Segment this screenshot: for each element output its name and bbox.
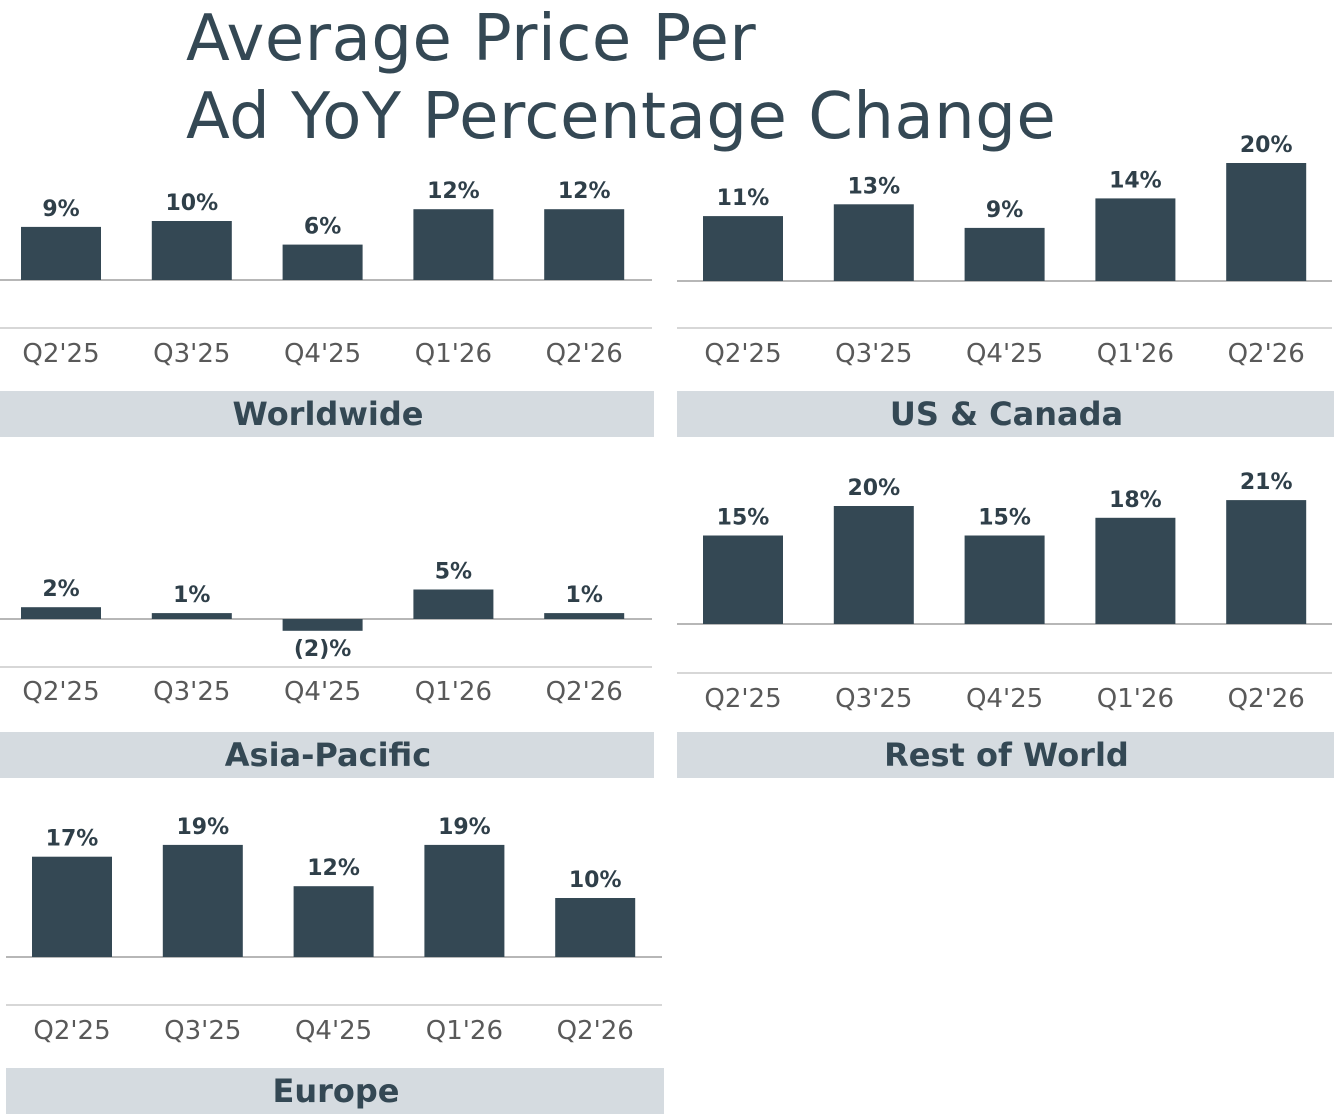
worldwide-bar — [413, 209, 494, 280]
europe-category-label: Q2'25 — [33, 1016, 110, 1046]
rest-of-world-bar — [833, 506, 914, 624]
worldwide-category-label: Q2'25 — [22, 339, 99, 369]
europe-category-label: Q4'25 — [295, 1016, 372, 1046]
asia-pacific-region-band — [0, 732, 654, 778]
rest-of-world-bar — [1095, 517, 1176, 624]
worldwide-category-label: Q3'25 — [153, 339, 230, 369]
worldwide-data-label: 12% — [558, 179, 611, 204]
rest-of-world-category-label: Q1'26 — [1097, 684, 1174, 714]
asia-pacific-category-label: Q1'26 — [415, 677, 492, 707]
worldwide-region-label: Worldwide — [233, 395, 424, 433]
europe-region-band — [6, 1068, 664, 1114]
us-canada-data-label: 20% — [1240, 133, 1293, 158]
rest-of-world-data-label: 18% — [1109, 488, 1162, 513]
europe-category-label: Q2'26 — [557, 1016, 634, 1046]
worldwide-bar — [282, 244, 363, 280]
worldwide-bar — [544, 209, 625, 280]
worldwide-bar — [151, 221, 232, 280]
europe-data-label: 19% — [438, 815, 491, 840]
rest-of-world-region-label: Rest of World — [884, 736, 1129, 774]
rest-of-world-region-band — [677, 732, 1334, 778]
us-canada-category-label: Q4'25 — [966, 339, 1043, 369]
rest-of-world-bar — [964, 535, 1045, 624]
rest-of-world-bar — [703, 535, 783, 624]
worldwide-data-label: 10% — [165, 191, 218, 216]
europe-bar — [555, 898, 636, 957]
asia-pacific-data-label: (2)% — [294, 637, 351, 662]
asia-pacific-data-label: 1% — [566, 583, 603, 608]
europe-bar — [293, 886, 374, 957]
rest-of-world-category-label: Q3'25 — [835, 684, 912, 714]
us-canada-data-label: 13% — [847, 174, 900, 199]
worldwide-data-label: 6% — [304, 215, 341, 240]
europe-data-label: 12% — [307, 856, 360, 881]
europe-data-label: 19% — [176, 815, 229, 840]
worldwide-bar — [21, 226, 101, 280]
us-canada-category-label: Q2'25 — [704, 339, 781, 369]
us-canada-bar — [1226, 163, 1307, 281]
asia-pacific-bar — [413, 589, 494, 619]
europe-category-label: Q1'26 — [426, 1016, 503, 1046]
europe-region-label: Europe — [272, 1072, 399, 1110]
asia-pacific-category-label: Q4'25 — [284, 677, 361, 707]
us-canada-region-band — [677, 391, 1334, 437]
europe-bar — [32, 856, 112, 957]
asia-pacific-bar — [282, 619, 363, 631]
rest-of-world-data-label: 21% — [1240, 470, 1293, 495]
worldwide-category-label: Q2'26 — [546, 339, 623, 369]
rest-of-world-data-label: 15% — [978, 506, 1031, 531]
worldwide-category-label: Q4'25 — [284, 339, 361, 369]
asia-pacific-bar — [544, 613, 625, 619]
us-canada-category-label: Q2'26 — [1228, 339, 1305, 369]
title-line-1: Average Price Per — [186, 2, 757, 76]
worldwide-category-label: Q1'26 — [415, 339, 492, 369]
rest-of-world-data-label: 15% — [717, 506, 770, 531]
worldwide-data-label: 9% — [42, 197, 79, 222]
asia-pacific-bar — [151, 613, 232, 619]
title-line-2: Ad YoY Percentage Change — [186, 80, 1057, 154]
rest-of-world-data-label: 20% — [847, 476, 900, 501]
worldwide-data-label: 12% — [427, 179, 480, 204]
us-canada-category-label: Q1'26 — [1097, 339, 1174, 369]
europe-data-label: 10% — [569, 868, 622, 893]
asia-pacific-category-label: Q3'25 — [153, 677, 230, 707]
europe-bar — [162, 844, 243, 957]
us-canada-data-label: 11% — [717, 186, 770, 211]
asia-pacific-data-label: 2% — [42, 577, 79, 602]
asia-pacific-bar — [21, 607, 101, 619]
us-canada-category-label: Q3'25 — [835, 339, 912, 369]
us-canada-data-label: 9% — [986, 198, 1023, 223]
asia-pacific-data-label: 1% — [173, 583, 210, 608]
us-canada-bar — [833, 204, 914, 281]
us-canada-bar — [1095, 198, 1176, 281]
rest-of-world-category-label: Q2'25 — [704, 684, 781, 714]
asia-pacific-category-label: Q2'25 — [22, 677, 99, 707]
us-canada-bar — [964, 227, 1045, 281]
europe-data-label: 17% — [46, 827, 99, 852]
us-canada-bar — [703, 216, 783, 281]
page-title: Average Price Per Ad YoY Percentage Chan… — [186, 0, 1056, 156]
europe-category-label: Q3'25 — [164, 1016, 241, 1046]
asia-pacific-category-label: Q2'26 — [546, 677, 623, 707]
rest-of-world-bar — [1226, 500, 1307, 624]
asia-pacific-region-label: Asia-Pacific — [225, 736, 431, 774]
us-canada-region-label: US & Canada — [890, 395, 1123, 433]
rest-of-world-category-label: Q2'26 — [1228, 684, 1305, 714]
us-canada-data-label: 14% — [1109, 168, 1162, 193]
asia-pacific-data-label: 5% — [435, 560, 472, 585]
europe-bar — [424, 844, 505, 957]
rest-of-world-category-label: Q4'25 — [966, 684, 1043, 714]
worldwide-region-band — [0, 391, 654, 437]
